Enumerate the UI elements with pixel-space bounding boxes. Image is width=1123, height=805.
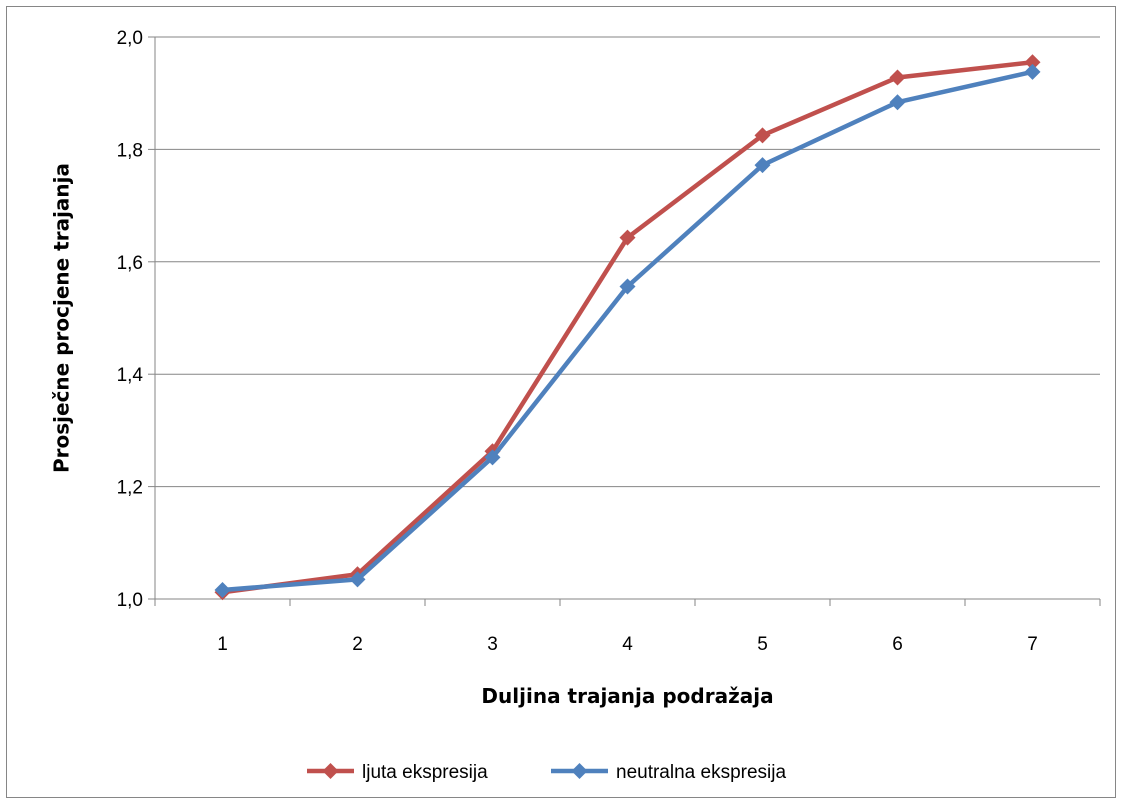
x-tick-label: 7 [1027, 634, 1038, 655]
gridlines [155, 36, 1100, 488]
data-point [1024, 54, 1041, 71]
x-tick-label: 4 [622, 634, 633, 655]
y-tick-label: 1,8 [117, 140, 143, 161]
legend-item-neutralna[interactable]: neutralna ekspresija [551, 762, 786, 783]
data-point [1024, 63, 1041, 80]
data-point [754, 127, 771, 144]
axes [148, 36, 1101, 606]
y-tick-label: 1,2 [117, 478, 143, 499]
x-axis-title: Duljina trajanja podražaja [481, 684, 773, 708]
x-tick-label: 3 [487, 634, 498, 655]
data-point [754, 157, 771, 174]
y-tick-label: 2,0 [117, 28, 143, 49]
legend-swatch-marker [571, 763, 588, 779]
data-point [889, 69, 906, 86]
legend[interactable]: ljuta ekspresija neutralna ekspresija [307, 762, 786, 783]
y-tick-labels: 1,0 1,2 1,4 1,6 1,8 2,0 [117, 28, 144, 611]
y-axis-title: Prosječne procjene trajanja [50, 163, 74, 473]
series-ljuta [214, 54, 1041, 601]
y-tick-label: 1,6 [117, 253, 143, 274]
x-tick-labels: 1 2 3 4 5 6 7 [217, 634, 1038, 655]
y-tick-label: 1,4 [117, 365, 144, 386]
series-neutralna [214, 63, 1041, 599]
chart-frame [6, 6, 1116, 798]
series-group [214, 54, 1041, 601]
series-line [222, 60, 1033, 595]
y-tick-label: 1,0 [117, 590, 143, 611]
legend-label: neutralna ekspresija [616, 762, 786, 783]
legend-swatch-marker [322, 763, 339, 779]
data-point [214, 582, 231, 599]
legend-item-ljuta[interactable]: ljuta ekspresija [307, 762, 488, 783]
x-tick-label: 1 [217, 634, 228, 655]
legend-label: ljuta ekspresija [362, 762, 488, 783]
x-tick-label: 5 [757, 634, 768, 655]
x-tick-label: 2 [352, 634, 363, 655]
data-point [889, 94, 906, 111]
x-tick-label: 6 [892, 634, 903, 655]
data-point [619, 278, 636, 295]
data-point [484, 449, 501, 466]
data-point [619, 229, 636, 246]
data-point [349, 571, 366, 588]
